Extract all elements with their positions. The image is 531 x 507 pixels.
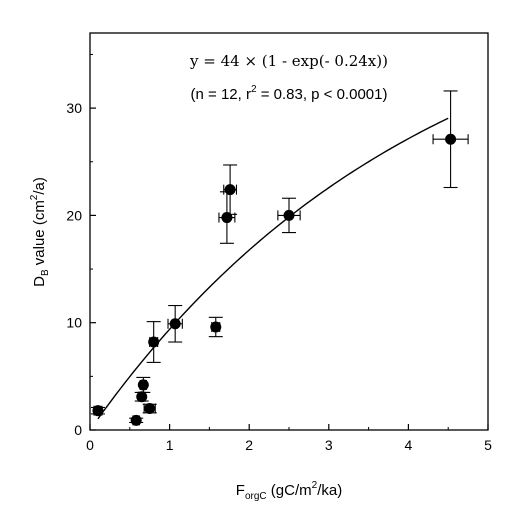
point-marker (92, 405, 104, 417)
x-tick-label: 4 (405, 437, 413, 453)
point-marker (148, 336, 160, 348)
point-marker (283, 209, 295, 221)
point-marker (130, 414, 142, 426)
fit-curve-group (97, 117, 449, 420)
y-tick-label: 30 (66, 100, 82, 116)
x-tick-label: 0 (86, 437, 94, 453)
y-tick-label: 20 (66, 207, 82, 223)
point-marker (136, 391, 148, 403)
point-marker (210, 321, 222, 333)
fit-curve (97, 117, 449, 420)
x-title-sub: orgC (245, 491, 267, 502)
x-tick-label: 3 (325, 437, 333, 453)
data-points-group (90, 90, 469, 426)
point-marker (144, 403, 156, 415)
axis-ticks: 0 1 2 3 4 5 0 10 20 30 (66, 53, 492, 453)
stat-open: (n = 12, r (191, 86, 251, 103)
point-marker (224, 184, 236, 196)
point-marker (169, 318, 181, 330)
data-point (90, 405, 105, 417)
x-title-sup: 2 (312, 480, 318, 491)
y-title-text2: /a) (31, 177, 48, 195)
stat-sup: 2 (251, 84, 257, 95)
x-tick-label: 2 (245, 437, 253, 453)
y-title-sup: 2 (29, 194, 40, 200)
x-tick-label: 5 (484, 437, 492, 453)
data-point (218, 191, 236, 244)
point-marker (137, 379, 149, 391)
data-point (142, 403, 157, 415)
data-point (223, 164, 238, 215)
y-title-sub: B (40, 269, 51, 276)
y-title-text: value (cm (31, 200, 48, 269)
fit-equation: y = 44 × (1 - exp(- 0.24x)) (189, 52, 388, 70)
data-point (136, 376, 151, 393)
data-point (277, 197, 301, 234)
data-point (167, 304, 183, 343)
data-point (208, 316, 223, 338)
data-point (146, 321, 161, 363)
x-axis-title: ForgC (gC/m2/ka) (236, 480, 342, 502)
stat-close: = 0.83, p < 0.0001) (257, 86, 388, 103)
fit-statistics: (n = 12, r2 = 0.83, p < 0.0001) (191, 84, 388, 103)
x-title-main: F (236, 482, 245, 499)
x-title-text: (gC/m (267, 482, 312, 499)
data-point (432, 90, 469, 189)
y-axis-title: DB value (cm2/a) (29, 177, 51, 287)
x-tick-label: 1 (166, 437, 174, 453)
point-marker (445, 133, 457, 145)
y-title-main: D (31, 276, 48, 287)
x-title-text2: /ka) (317, 482, 342, 499)
y-tick-label: 0 (74, 422, 82, 438)
point-marker (221, 212, 233, 224)
data-point (129, 414, 144, 426)
y-tick-label: 10 (66, 315, 82, 331)
